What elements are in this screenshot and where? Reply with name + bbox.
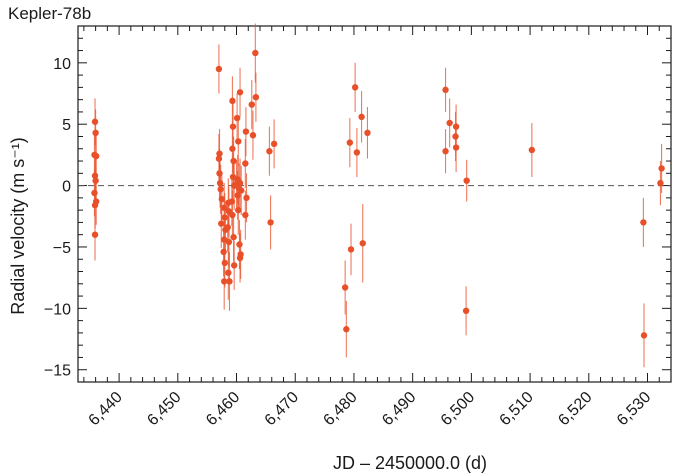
- data-point: [463, 177, 470, 184]
- data-point: [91, 202, 99, 209]
- data-point: [236, 89, 244, 96]
- data-point: [236, 179, 244, 187]
- data-point: [353, 149, 361, 156]
- data-point: [224, 224, 231, 231]
- data-point: [242, 160, 249, 167]
- x-tick-label: 6,440: [86, 389, 126, 429]
- data-point: [229, 123, 237, 130]
- data-point: [92, 129, 99, 136]
- data-point: [364, 129, 371, 136]
- data-point: [248, 101, 255, 108]
- data-point: [229, 145, 236, 152]
- data-point: [91, 231, 99, 238]
- data-point: [242, 211, 249, 219]
- y-tick-label: 10: [53, 56, 71, 73]
- data-point: [657, 179, 664, 187]
- data-point: [226, 278, 233, 285]
- data-point: [236, 241, 243, 248]
- y-tick-label: 5: [62, 117, 71, 134]
- data-point: [228, 198, 236, 205]
- y-tick-label: −15: [44, 363, 71, 380]
- data-point: [446, 119, 453, 127]
- data-point: [215, 155, 223, 162]
- data-point: [220, 278, 228, 285]
- data-points: [91, 23, 665, 368]
- data-point: [91, 172, 99, 179]
- data-point: [462, 307, 470, 314]
- x-tick-label: 6,490: [379, 389, 419, 429]
- data-point: [230, 157, 237, 165]
- data-point: [91, 118, 99, 125]
- data-point: [236, 254, 244, 262]
- data-point: [442, 148, 449, 155]
- data-point: [230, 233, 237, 241]
- y-tick-label: 0: [62, 179, 71, 196]
- data-point: [225, 238, 233, 246]
- data-point: [341, 284, 349, 291]
- data-point: [93, 152, 100, 160]
- y-axis-label: Radial velocity (m s⁻¹): [8, 137, 28, 315]
- data-point: [452, 133, 459, 140]
- data-point: [238, 187, 245, 194]
- data-point: [218, 195, 226, 203]
- plot-border: [77, 25, 672, 383]
- data-point: [452, 123, 460, 130]
- data-point: [218, 220, 225, 227]
- data-point: [252, 94, 260, 101]
- data-point: [270, 140, 278, 148]
- data-point: [229, 211, 236, 219]
- data-point: [221, 259, 228, 267]
- data-point: [221, 214, 228, 221]
- data-point: [220, 248, 227, 256]
- data-point: [343, 326, 350, 333]
- data-point: [640, 219, 647, 226]
- data-point: [442, 86, 449, 94]
- data-point: [243, 194, 250, 202]
- data-point: [640, 332, 648, 339]
- data-point: [346, 139, 354, 146]
- chart-title: Kepler-78b: [8, 4, 91, 23]
- data-point: [347, 246, 355, 253]
- data-point: [215, 65, 223, 73]
- x-axis-label: JD – 2450000.0 (d): [333, 453, 487, 473]
- data-point: [359, 240, 366, 247]
- data-point: [242, 128, 250, 135]
- data-point: [658, 165, 665, 172]
- x-tick-label: 6,480: [320, 389, 360, 429]
- data-point: [358, 113, 365, 121]
- x-tick-label: 6,510: [497, 389, 537, 429]
- data-point: [220, 236, 228, 243]
- x-tick-label: 6,450: [144, 389, 184, 429]
- y-tick-label: −10: [44, 301, 71, 318]
- y-tick-label: −5: [53, 240, 71, 257]
- data-point: [267, 219, 274, 226]
- data-point: [266, 148, 273, 155]
- data-point: [252, 49, 259, 57]
- data-point: [230, 262, 238, 269]
- data-point: [229, 97, 236, 105]
- data-point: [217, 186, 224, 193]
- data-point: [351, 84, 359, 91]
- x-tick-label: 6,460: [203, 389, 243, 429]
- data-point: [233, 114, 241, 122]
- x-tick-label: 6,520: [555, 389, 595, 429]
- data-point: [235, 138, 242, 145]
- plot-frame: [77, 25, 672, 383]
- data-point: [528, 146, 536, 154]
- x-tick-label: 6,470: [262, 389, 302, 429]
- data-point: [249, 132, 257, 139]
- data-point: [235, 206, 242, 214]
- data-point: [225, 269, 232, 276]
- x-tick-label: 6,500: [438, 389, 478, 429]
- data-point: [234, 192, 241, 199]
- data-point: [92, 177, 99, 184]
- x-tick-label: 6,530: [614, 389, 654, 429]
